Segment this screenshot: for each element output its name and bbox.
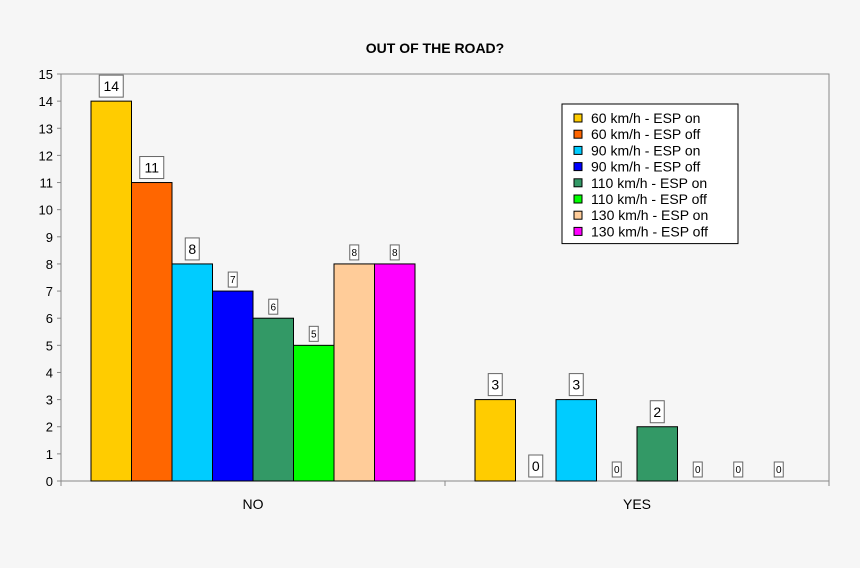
x-axis: NO YES (60, 481, 830, 512)
legend-label: 130 km/h - ESP on (591, 207, 708, 223)
legend-swatch (573, 113, 583, 123)
bar (636, 426, 678, 482)
bar (555, 399, 597, 482)
bar (90, 100, 132, 482)
y-tick-label: 12 (39, 148, 53, 163)
y-tick-label: 8 (46, 257, 53, 272)
data-labels-group: 14 3 11 0 8 3 7 0 6 2 5 0 8 0 8 0 (98, 74, 784, 478)
legend-label: 110 km/h - ESP off (591, 191, 707, 207)
data-label-box (308, 325, 319, 342)
data-label-box (389, 244, 400, 261)
legend-swatch (573, 162, 583, 172)
data-label: 8 (351, 248, 357, 259)
y-tick-label: 4 (46, 365, 53, 380)
bar (374, 263, 416, 482)
data-label: 7 (230, 275, 236, 286)
bar (333, 263, 375, 482)
legend-label: 60 km/h - ESP on (591, 110, 700, 126)
data-label-box (487, 373, 503, 397)
legend-box (561, 103, 739, 245)
data-label-box (773, 461, 784, 478)
y-tick-label: 2 (46, 420, 53, 435)
y-tick-label: 13 (39, 121, 53, 136)
data-label-box (649, 400, 665, 424)
legend-label: 90 km/h - ESP on (591, 142, 700, 158)
data-label-box (568, 373, 584, 397)
data-label: 0 (776, 465, 782, 476)
data-label: 5 (311, 329, 317, 340)
x-category-label: YES (623, 496, 651, 512)
data-label-box (349, 244, 360, 261)
y-tick-label: 7 (46, 284, 53, 299)
legend-swatch (573, 178, 583, 188)
bar (131, 182, 173, 482)
y-tick-label: 1 (46, 447, 53, 462)
bars-group (90, 100, 678, 482)
bar (171, 263, 213, 482)
data-label-box (184, 237, 200, 261)
bar (293, 344, 335, 482)
data-label-box (98, 74, 124, 98)
data-label-box (227, 271, 238, 288)
legend-label: 110 km/h - ESP on (591, 175, 707, 191)
data-label: 0 (614, 465, 620, 476)
data-label: 3 (572, 377, 580, 393)
y-tick-label: 3 (46, 393, 53, 408)
y-tick-label: 15 (39, 67, 53, 82)
y-tick-label: 10 (39, 203, 53, 218)
data-label: 2 (653, 404, 661, 420)
legend-label: 90 km/h - ESP off (591, 159, 700, 175)
data-label: 0 (735, 465, 741, 476)
legend-swatch (573, 194, 583, 204)
y-tick-label: 9 (46, 230, 53, 245)
legend-swatch (573, 129, 583, 139)
data-label-box (268, 298, 279, 315)
x-category-label: NO (243, 496, 264, 512)
data-label-box (611, 461, 622, 478)
bar (252, 317, 294, 482)
bar (212, 290, 254, 482)
data-label: 3 (491, 377, 499, 393)
data-label: 11 (144, 160, 159, 176)
data-label: 14 (103, 78, 119, 94)
legend-swatch (573, 210, 583, 220)
data-label-box (692, 461, 703, 478)
data-label: 0 (532, 458, 540, 474)
legend-swatch (573, 226, 583, 236)
data-label-box (528, 454, 544, 478)
y-tick-label: 14 (39, 94, 53, 109)
y-tick-label: 6 (46, 311, 53, 326)
y-tick-label: 5 (46, 338, 53, 353)
chart-title: OUT OF THE ROAD? (366, 40, 504, 56)
data-label: 8 (188, 241, 196, 257)
y-tick-label: 0 (46, 474, 53, 489)
data-label: 8 (392, 248, 398, 259)
legend-label: 130 km/h - ESP off (591, 223, 708, 239)
y-tick-label: 11 (40, 176, 54, 191)
bar (474, 399, 516, 482)
data-label-box (733, 461, 744, 478)
legend-swatch (573, 145, 583, 155)
data-label-box (139, 156, 165, 180)
data-label: 6 (270, 302, 276, 313)
data-label: 0 (695, 465, 701, 476)
legend-label: 60 km/h - ESP off (591, 126, 700, 142)
